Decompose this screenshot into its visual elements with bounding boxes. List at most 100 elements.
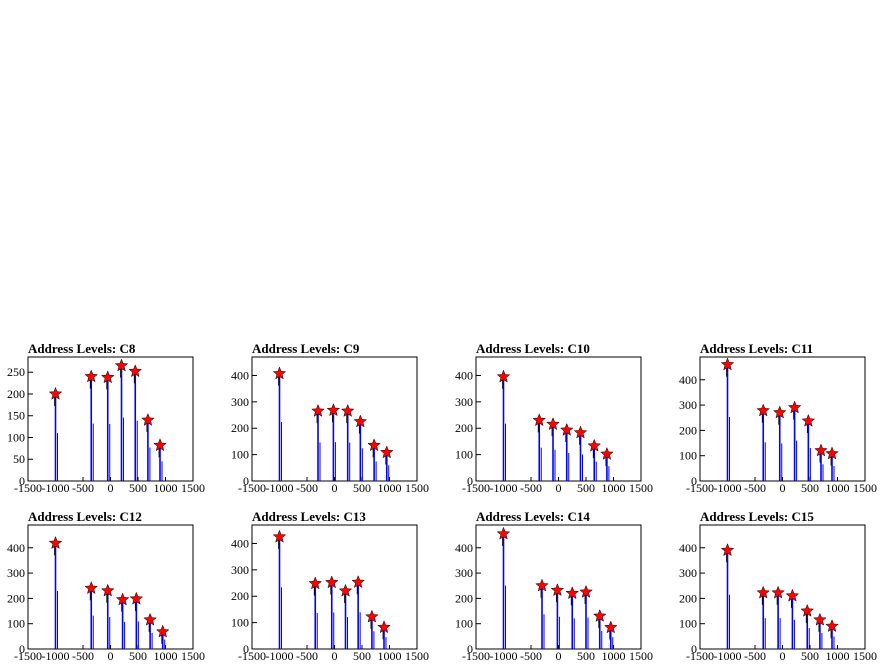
peak-star-marker bbox=[115, 592, 130, 606]
peak-star-marker bbox=[272, 366, 287, 380]
x-tick-label: -1500 bbox=[462, 649, 490, 663]
peak-star-marker bbox=[546, 417, 560, 431]
x-tick-label: -1500 bbox=[14, 649, 42, 663]
x-tick-label: -500 bbox=[744, 481, 766, 495]
x-tick-label: -1500 bbox=[14, 481, 42, 495]
chart-panel: Address Levels: C10 0 100 200 300 400 -1500 -10… bbox=[455, 341, 653, 495]
peak-star-marker bbox=[720, 543, 735, 557]
y-tick-label: 100 bbox=[7, 617, 25, 631]
chart-panel: Address Levels: C8 0 50 100 150 200 250 -1500 -1… bbox=[7, 341, 205, 495]
peak-star-marker bbox=[800, 603, 815, 617]
x-tick-label: -1500 bbox=[686, 481, 714, 495]
peak-star-marker bbox=[340, 403, 355, 417]
x-tick-label: 0 bbox=[780, 481, 786, 495]
x-tick-label: -1000 bbox=[42, 649, 70, 663]
x-tick-label: -1000 bbox=[714, 649, 742, 663]
x-tick-label: 500 bbox=[801, 481, 819, 495]
peak-star-marker bbox=[326, 403, 341, 417]
peak-star-marker bbox=[720, 357, 735, 371]
x-tick-label: -1000 bbox=[266, 481, 294, 495]
x-tick-label: 500 bbox=[353, 649, 371, 663]
peak-star-marker bbox=[48, 386, 63, 400]
x-tick-label: -1500 bbox=[238, 481, 266, 495]
y-tick-label: 200 bbox=[455, 421, 473, 435]
x-tick-label: 1500 bbox=[629, 649, 653, 663]
x-tick-label: -500 bbox=[744, 649, 766, 663]
x-tick-label: -1000 bbox=[490, 649, 518, 663]
x-tick-label: 500 bbox=[577, 481, 595, 495]
x-tick-label: 1500 bbox=[181, 649, 205, 663]
peak-star-marker bbox=[379, 445, 394, 459]
peak-star-marker bbox=[365, 609, 379, 623]
chart-panel: Address Levels: C12 0 100 200 300 400 -1500 -10… bbox=[7, 509, 205, 663]
chart-panel: Address Levels: C13 0 100 200 300 400 -1500 -10… bbox=[231, 509, 429, 663]
x-tick-label: 1000 bbox=[826, 481, 850, 495]
x-tick-label: 1000 bbox=[154, 481, 178, 495]
x-tick-label: 0 bbox=[556, 649, 562, 663]
peak-star-marker bbox=[153, 438, 167, 452]
x-tick-label: 0 bbox=[780, 649, 786, 663]
y-tick-label: 200 bbox=[679, 591, 697, 605]
peak-star-marker bbox=[801, 413, 816, 427]
peak-star-marker bbox=[787, 400, 802, 414]
x-tick-label: -1500 bbox=[238, 649, 266, 663]
plot-frame bbox=[699, 524, 866, 650]
peak-star-marker bbox=[48, 536, 63, 550]
peak-star-marker bbox=[324, 575, 339, 589]
chart-panel: Address Levels: C14 0 100 200 300 400 -1500 -10… bbox=[455, 509, 653, 663]
peak-star-marker bbox=[367, 438, 381, 452]
y-tick-label: 150 bbox=[7, 409, 25, 423]
chart-title: Address Levels: C13 bbox=[252, 509, 366, 524]
x-tick-label: 1500 bbox=[853, 481, 877, 495]
peak-star-marker bbox=[825, 619, 839, 633]
y-tick-label: 200 bbox=[679, 423, 697, 437]
x-tick-label: -500 bbox=[72, 649, 94, 663]
peak-star-marker bbox=[573, 425, 588, 439]
x-tick-label: 1000 bbox=[826, 649, 850, 663]
peak-star-marker bbox=[129, 591, 144, 605]
peak-star-marker bbox=[756, 403, 771, 417]
peak-star-marker bbox=[772, 405, 787, 419]
x-tick-label: -1000 bbox=[490, 481, 518, 495]
x-tick-label: 500 bbox=[353, 481, 371, 495]
x-tick-label: 1500 bbox=[181, 481, 205, 495]
y-tick-label: 0 bbox=[243, 474, 249, 488]
y-tick-label: 50 bbox=[13, 452, 25, 466]
y-tick-label: 0 bbox=[467, 642, 473, 656]
y-tick-label: 400 bbox=[231, 368, 249, 382]
x-tick-label: -1500 bbox=[686, 649, 714, 663]
peak-star-marker bbox=[351, 575, 365, 589]
y-tick-label: 400 bbox=[7, 541, 25, 555]
peak-star-marker bbox=[272, 529, 287, 543]
peak-star-marker bbox=[143, 612, 157, 626]
y-tick-label: 400 bbox=[455, 368, 473, 382]
x-tick-label: 1500 bbox=[405, 481, 429, 495]
chart-panel: Address Levels: C11 0 100 200 300 400 -1500 -10… bbox=[679, 341, 877, 495]
chart-title: Address Levels: C15 bbox=[700, 509, 814, 524]
peak-star-marker bbox=[353, 414, 368, 428]
peak-star-marker bbox=[128, 364, 143, 378]
x-tick-label: 500 bbox=[129, 649, 147, 663]
peak-star-marker bbox=[496, 526, 511, 540]
y-tick-label: 300 bbox=[455, 395, 473, 409]
chart-title: Address Levels: C11 bbox=[700, 341, 813, 356]
x-tick-label: 0 bbox=[556, 481, 562, 495]
y-tick-label: 400 bbox=[679, 541, 697, 555]
peak-star-marker bbox=[756, 585, 771, 599]
x-tick-label: -500 bbox=[296, 481, 318, 495]
y-tick-label: 100 bbox=[231, 616, 249, 630]
peak-star-marker bbox=[100, 370, 115, 384]
peak-star-marker bbox=[565, 586, 580, 600]
peak-star-marker bbox=[532, 413, 547, 427]
peak-star-marker bbox=[579, 584, 593, 598]
x-tick-label: 1000 bbox=[378, 649, 402, 663]
x-tick-label: 1000 bbox=[602, 481, 626, 495]
y-tick-label: 100 bbox=[455, 617, 473, 631]
x-tick-label: 1500 bbox=[853, 649, 877, 663]
x-tick-label: -1000 bbox=[714, 481, 742, 495]
y-tick-label: 250 bbox=[7, 365, 25, 379]
x-tick-label: 1000 bbox=[378, 481, 402, 495]
y-tick-label: 200 bbox=[455, 591, 473, 605]
x-tick-label: 500 bbox=[577, 649, 595, 663]
